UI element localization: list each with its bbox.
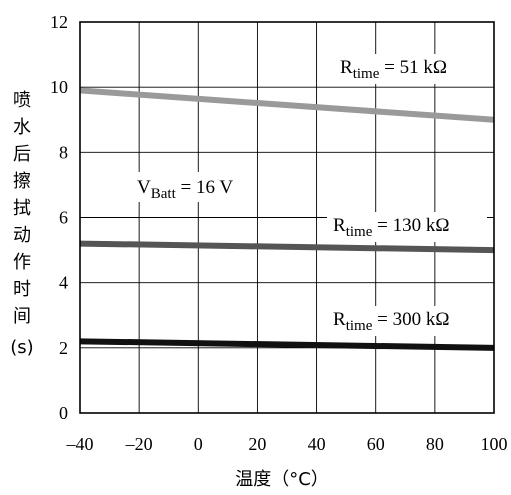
y-tick-label: 6 [59,208,68,228]
series-label: Rtime = 300 kΩ [333,309,449,334]
y-tick-label: 8 [59,142,68,162]
plot-frame [79,21,495,414]
x-tick-label: 80 [426,434,444,454]
series-label: Rtime = 130 kΩ [333,215,449,240]
series-labels: Rtime = 51 kΩ Rtime = 130 kΩ Rtime = 300 k… [327,54,487,336]
series-line [79,87,495,123]
y-tick-label: 10 [50,77,68,97]
x-tick-label: 20 [248,434,266,454]
vbatt-annotation: VBatt = 16 V [137,177,233,202]
y-tick-label: 0 [59,403,68,423]
y-tick-label: 2 [59,338,68,358]
x-tick-label: 100 [481,434,508,454]
x-tick-label: 0 [194,434,203,454]
series-label-bg [334,54,484,84]
series-label-bg [327,212,487,242]
series-label-bg [327,306,487,336]
plot-border [79,21,495,414]
series-lines [79,87,495,351]
x-axis-label: 温度（°C） [235,469,329,490]
y-axis-ticks: 0 2 4 6 8 10 12 [50,12,68,423]
y-tick-label: 12 [50,12,68,32]
series-label: Rtime = 51 kΩ [340,57,447,82]
series-line [79,240,495,254]
vbatt-annotation-bg [131,172,253,202]
series-line [79,338,495,351]
x-tick-label: 40 [308,434,326,454]
x-tick-label: –20 [125,434,153,454]
x-tick-label: –40 [66,434,94,454]
x-tick-label: 60 [367,434,385,454]
y-axis-label: 喷水后擦拭动作时间(s) [10,90,33,358]
x-axis-ticks: –40 –20 0 20 40 60 80 100 [66,434,508,454]
y-tick-label: 4 [59,273,68,293]
